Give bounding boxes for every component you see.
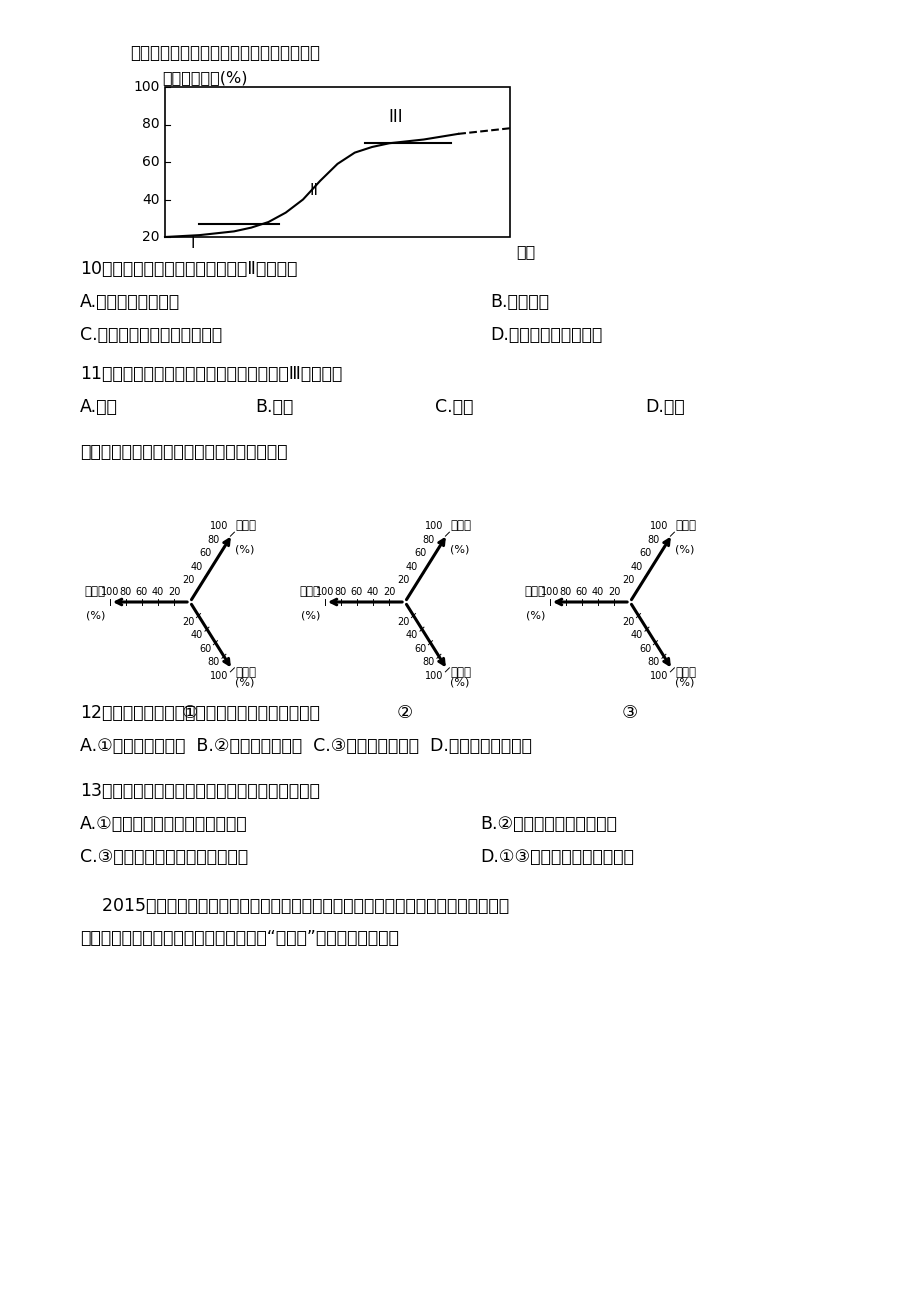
Text: 40: 40 (152, 587, 164, 598)
Text: 种植业: 种植业 (84, 585, 105, 598)
Text: 施防病、防虫、促早熟的营养液，为玉米“贴秋膤”。据此回答问题。: 施防病、防虫、促早熟的营养液，为玉米“贴秋膤”。据此回答问题。 (80, 930, 399, 947)
Text: A.①市场适应性强，利于恢复地力: A.①市场适应性强，利于恢复地力 (80, 815, 247, 833)
Text: 60: 60 (639, 643, 651, 654)
Text: 20: 20 (621, 617, 634, 626)
Text: 畜牧业: 畜牧业 (450, 519, 471, 533)
Text: 100: 100 (540, 587, 559, 598)
Text: 40: 40 (591, 587, 604, 598)
Text: 20: 20 (397, 575, 409, 586)
Text: 60: 60 (199, 643, 211, 654)
Text: (%): (%) (450, 678, 470, 687)
Text: 100: 100 (315, 587, 334, 598)
Text: 20: 20 (621, 575, 634, 586)
Text: (%): (%) (675, 544, 694, 555)
Text: 80: 80 (335, 587, 346, 598)
Text: 12．有关三个地区农业地域类型的判断，正确的是: 12．有关三个地区农业地域类型的判断，正确的是 (80, 704, 320, 723)
Text: A.埃及: A.埃及 (80, 398, 118, 417)
Text: (%): (%) (525, 611, 544, 620)
Text: II: II (310, 182, 319, 198)
Text: B.中国: B.中国 (255, 398, 293, 417)
Text: III: III (389, 108, 403, 126)
Text: 畜牧业: 畜牧业 (675, 519, 696, 533)
Text: 80: 80 (647, 535, 659, 544)
Text: 20: 20 (182, 575, 194, 586)
Text: ①: ① (182, 704, 198, 723)
Text: 60: 60 (136, 587, 148, 598)
Text: 100: 100 (650, 521, 668, 531)
Text: 80: 80 (647, 658, 659, 668)
Text: (%): (%) (301, 611, 320, 620)
Text: (%): (%) (450, 544, 470, 555)
Text: 11．目前，下列国家中最可能处于城市化第Ⅲ阶段的是: 11．目前，下列国家中最可能处于城市化第Ⅲ阶段的是 (80, 365, 342, 383)
Text: 读世界城市化进程示意图，回答下列各题。: 读世界城市化进程示意图，回答下列各题。 (130, 44, 320, 62)
Text: 畜牧业: 畜牧业 (235, 519, 256, 533)
Text: 40: 40 (190, 630, 203, 641)
Text: 60: 60 (575, 587, 587, 598)
Text: (%): (%) (235, 544, 255, 555)
Text: D.①③生产规模小，商品率高: D.①③生产规模小，商品率高 (480, 848, 633, 866)
Text: 80: 80 (208, 535, 220, 544)
Text: 100: 100 (101, 587, 119, 598)
Text: I: I (190, 236, 195, 251)
Text: 80: 80 (119, 587, 132, 598)
Text: 60: 60 (414, 643, 426, 654)
Text: 100: 100 (133, 79, 160, 94)
Text: 100: 100 (425, 521, 443, 531)
Text: 60: 60 (142, 155, 160, 169)
Text: 100: 100 (650, 671, 668, 681)
Text: 40: 40 (630, 562, 642, 572)
Text: 40: 40 (367, 587, 379, 598)
Text: 60: 60 (199, 548, 211, 559)
Text: 20: 20 (142, 230, 160, 243)
Text: (%): (%) (675, 678, 694, 687)
Text: 80: 80 (142, 117, 160, 132)
Text: C.德国: C.德国 (435, 398, 473, 417)
Text: B.逆城市化: B.逆城市化 (490, 293, 549, 311)
Text: 100: 100 (210, 521, 228, 531)
Text: A.城市环境质量下降: A.城市环境质量下降 (80, 293, 180, 311)
Bar (165, 87, 509, 237)
Text: (%): (%) (235, 678, 255, 687)
Text: 80: 80 (422, 535, 435, 544)
Text: 2015年立秋过后，黑龙江墓区的农牟场抓住晴好天气，适时对玉米进行航化作业，喷: 2015年立秋过后，黑龙江墓区的农牟场抓住晴好天气，适时对玉米进行航化作业，喷 (80, 897, 508, 915)
Text: 60: 60 (639, 548, 651, 559)
Text: 下图为三个地区的农业资料，读图回答问题。: 下图为三个地区的农业资料，读图回答问题。 (80, 443, 288, 461)
Text: C.③专业化程度高，机械化水平低: C.③专业化程度高，机械化水平低 (80, 848, 248, 866)
Text: 种植业: 种植业 (299, 585, 320, 598)
Text: A.①为季风水田农业  B.②为商品谷物农业  C.③为大牧场放牧业  D.三地均为传统农业: A.①为季风水田农业 B.②为商品谷物农业 C.③为大牧场放牧业 D.三地均为传… (80, 737, 531, 755)
Text: D.城市生物多样性增加: D.城市生物多样性增加 (490, 326, 602, 344)
Text: 13．有关三个地区农业生产特点的叙述，正确的是: 13．有关三个地区农业生产特点的叙述，正确的是 (80, 783, 320, 799)
Text: 80: 80 (422, 658, 435, 668)
Text: 20: 20 (182, 617, 194, 626)
Text: 80: 80 (208, 658, 220, 668)
Text: ③: ③ (621, 704, 638, 723)
Text: 20: 20 (167, 587, 180, 598)
Text: 20: 20 (382, 587, 395, 598)
Text: 40: 40 (630, 630, 642, 641)
Text: (%): (%) (85, 611, 105, 620)
Text: 20: 20 (607, 587, 619, 598)
Text: 40: 40 (142, 193, 160, 207)
Text: 40: 40 (405, 562, 417, 572)
Text: 100: 100 (210, 671, 228, 681)
Text: 40: 40 (405, 630, 417, 641)
Text: 城市人口比重(%): 城市人口比重(%) (162, 70, 247, 85)
Text: 10．下列现象主要出现在城市化第Ⅱ阶段的是: 10．下列现象主要出现在城市化第Ⅱ阶段的是 (80, 260, 297, 279)
Text: 商品率: 商品率 (450, 665, 471, 678)
Text: 80: 80 (560, 587, 572, 598)
Text: C.第一、三产业就业比重上升: C.第一、三产业就业比重上升 (80, 326, 221, 344)
Text: 40: 40 (190, 562, 203, 572)
Text: 种植业: 种植业 (524, 585, 544, 598)
Text: 60: 60 (414, 548, 426, 559)
Text: 100: 100 (425, 671, 443, 681)
Text: ②: ② (396, 704, 413, 723)
Text: 20: 20 (397, 617, 409, 626)
Text: B.②生产规模大，但单产低: B.②生产规模大，但单产低 (480, 815, 617, 833)
Text: D.印度: D.印度 (644, 398, 684, 417)
Text: 商品率: 商品率 (675, 665, 696, 678)
Text: 时间: 时间 (516, 243, 535, 259)
Text: 60: 60 (350, 587, 363, 598)
Text: 商品率: 商品率 (235, 665, 256, 678)
